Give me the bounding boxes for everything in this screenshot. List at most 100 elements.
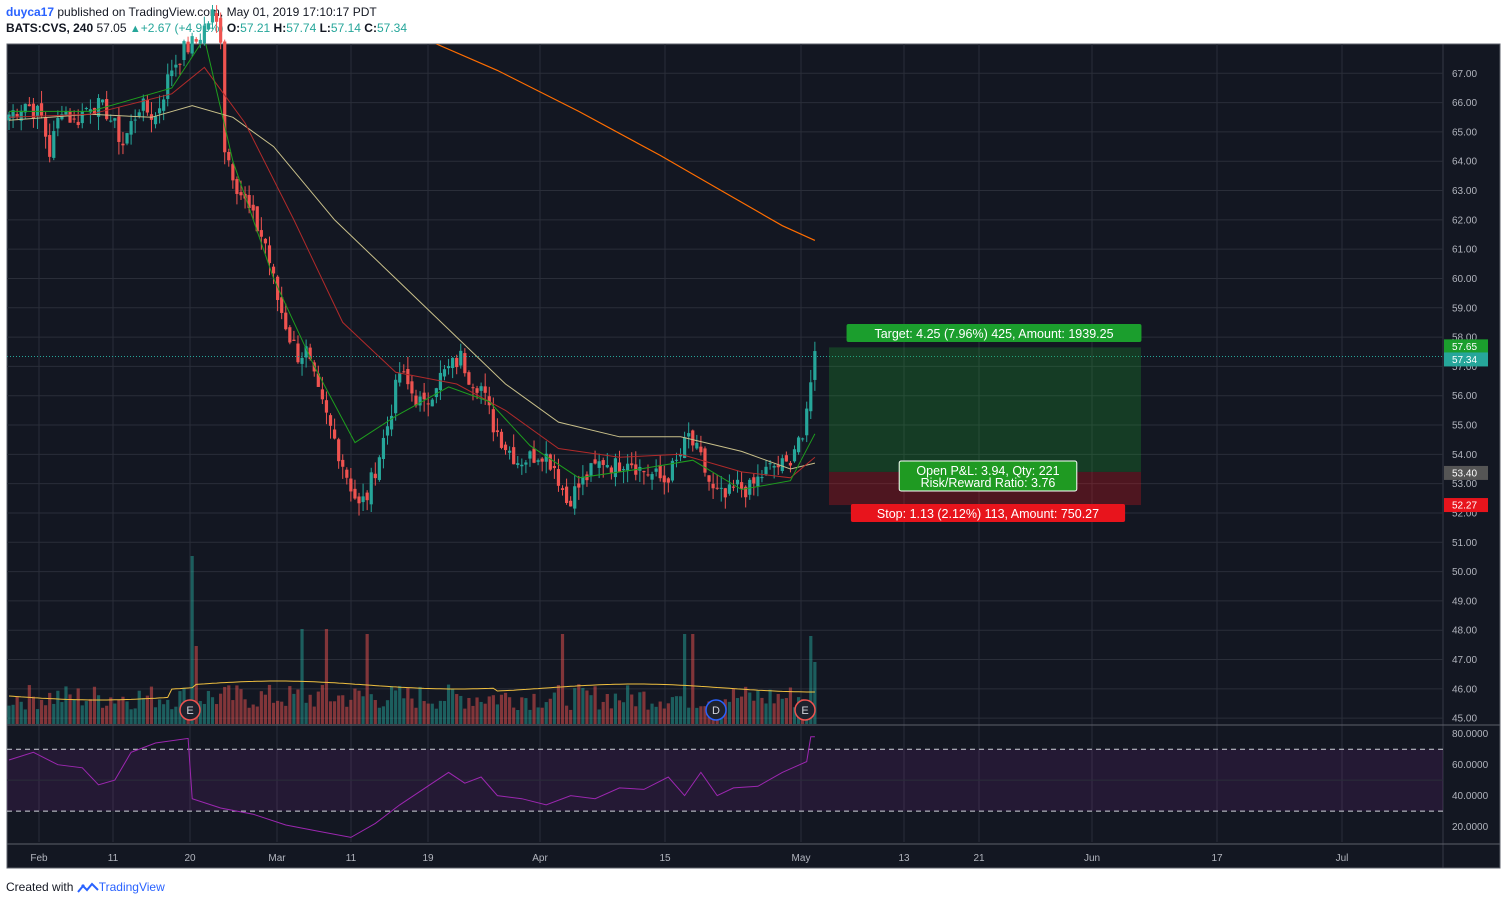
candle-body — [410, 381, 414, 394]
candle-body — [666, 478, 670, 483]
volume-bar — [548, 698, 552, 724]
candle-body — [349, 478, 353, 492]
candle-body — [719, 487, 723, 489]
volume-bar — [276, 700, 280, 724]
candle-body — [630, 463, 634, 466]
volume-bar — [589, 695, 593, 724]
price-tick-label: 67.00 — [1452, 69, 1477, 80]
volume-bar — [288, 686, 292, 724]
candle-body — [125, 133, 129, 144]
candle-body — [422, 392, 426, 400]
volume-bar — [35, 709, 40, 724]
candle-body — [735, 479, 740, 485]
price-label-last-box — [1444, 352, 1488, 367]
volume-bar — [398, 685, 402, 724]
price-tick-label: 63.00 — [1452, 186, 1477, 197]
volume-bar — [296, 689, 300, 724]
volume-bar — [394, 690, 398, 724]
volume-bar — [760, 697, 764, 724]
candle-body — [683, 437, 687, 459]
volume-bar — [683, 634, 687, 724]
candle-body — [524, 462, 528, 465]
candle-body — [174, 64, 178, 68]
candle-body — [288, 327, 292, 343]
author-link[interactable]: duyca17 — [6, 5, 55, 19]
candle-body — [459, 350, 463, 366]
candle-body — [231, 164, 235, 181]
volume-bar — [809, 636, 813, 724]
time-tick-label: 15 — [659, 853, 671, 864]
candle-body — [186, 41, 190, 53]
volume-bar — [129, 709, 133, 724]
volume-bar — [508, 697, 512, 724]
event-earnings-icon — [179, 699, 201, 721]
candle-body — [491, 409, 495, 433]
time-tick-label: 11 — [346, 853, 357, 864]
volume-bar — [72, 699, 76, 724]
price-label-entry-box — [1444, 465, 1488, 480]
candle-body — [552, 465, 556, 469]
volume-bar — [691, 634, 695, 724]
volume-bar — [414, 707, 418, 724]
tradingview-brand-link[interactable]: TradingView — [98, 880, 165, 894]
volume-bar — [772, 703, 776, 724]
candle-body — [210, 9, 215, 23]
candle-body — [206, 23, 211, 30]
volume-bar — [137, 690, 141, 724]
volume-bar — [361, 696, 365, 724]
volume-bar — [239, 689, 243, 724]
volume-bar — [560, 634, 565, 724]
price-tick-label: 46.00 — [1452, 684, 1477, 695]
close-label: C: — [364, 21, 377, 35]
volume-bar — [699, 706, 703, 724]
candle-body — [337, 439, 341, 462]
candle-body — [691, 430, 695, 446]
volume-bar — [19, 701, 23, 724]
volume-bar — [292, 693, 296, 724]
volume-bar — [422, 701, 426, 724]
candle-body — [373, 473, 377, 479]
symbol-label[interactable]: BATS:CVS, 240 — [6, 21, 94, 35]
volume-bar — [145, 695, 149, 724]
price-tick-label: 61.00 — [1452, 245, 1477, 256]
candle-body — [56, 117, 60, 129]
candle-body — [235, 179, 239, 194]
price-tick-label: 45.00 — [1452, 714, 1477, 725]
target-label-box — [846, 324, 1142, 342]
volume-bar — [731, 688, 736, 724]
volume-bar — [324, 629, 329, 724]
candle-body — [308, 347, 312, 360]
volume-bar — [247, 707, 251, 724]
candle-body — [137, 112, 141, 117]
candle-body — [296, 343, 300, 363]
price-tick-label: 64.00 — [1452, 157, 1477, 168]
candle-body — [430, 399, 434, 407]
candle-body — [703, 448, 707, 473]
volume-bar — [320, 684, 324, 724]
candle-body — [170, 70, 174, 77]
candle-body — [280, 297, 284, 313]
volume-bar — [60, 702, 64, 724]
time-tick-label: Jun — [1084, 853, 1100, 864]
volume-bar — [300, 629, 304, 724]
volume-bar — [499, 694, 504, 724]
candle-body — [573, 486, 577, 509]
stop-label-box — [850, 504, 1126, 522]
volume-bar — [377, 707, 381, 724]
price-label-target: 57.65 — [1452, 342, 1477, 353]
volume-bar — [467, 697, 471, 724]
candle-body — [166, 74, 170, 99]
volume-bar — [27, 685, 31, 724]
candle-body — [801, 438, 805, 440]
candle-body — [27, 104, 31, 107]
volume-bar — [56, 690, 60, 724]
volume-bar — [687, 707, 691, 724]
price-tick-label: 48.00 — [1452, 626, 1477, 637]
volume-bar — [613, 693, 618, 724]
volume-bar — [674, 696, 679, 724]
volume-bar — [780, 698, 784, 724]
volume-bar — [597, 709, 601, 724]
volume-bar — [328, 701, 333, 724]
volume-bar — [48, 692, 52, 724]
